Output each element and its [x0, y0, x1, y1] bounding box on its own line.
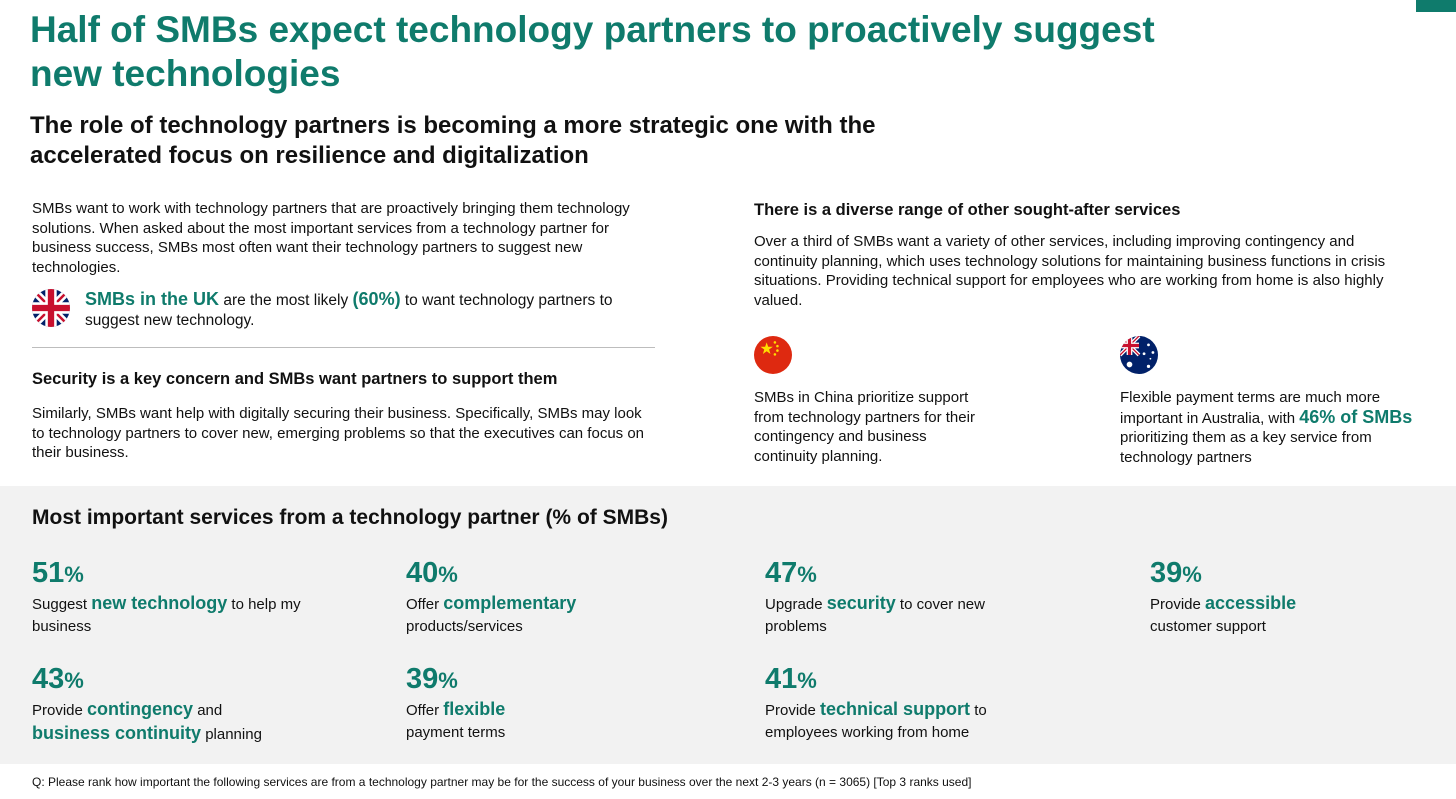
- australia-flag-icon: [1120, 336, 1158, 374]
- australia-callout-text: Flexible payment terms are much more imp…: [1120, 388, 1440, 467]
- stat-label: Provide contingency and business continui…: [32, 699, 262, 743]
- footnote: Q: Please rank how important the followi…: [32, 775, 972, 789]
- right-column: There is a diverse range of other sought…: [754, 199, 1414, 476]
- section-divider: [32, 347, 655, 348]
- left-column: SMBs want to work with technology partne…: [32, 199, 657, 463]
- stat-technical-support: 41% Provide technical support to employe…: [765, 662, 1025, 744]
- stat-label: Offer complementary products/services: [406, 593, 577, 635]
- intro-paragraph: SMBs want to work with technology partne…: [32, 200, 630, 276]
- stats-band: [0, 486, 1456, 764]
- stat-label: Offer flexible payment terms: [406, 699, 506, 741]
- stat-label: Suggest new technology to help my busine…: [32, 593, 301, 635]
- china-callout: SMBs in China prioritize support from te…: [754, 336, 994, 466]
- stat-new-technology: 51% Suggest new technology to help my bu…: [32, 556, 362, 638]
- stat-label: Provide technical support to employees w…: [765, 699, 987, 741]
- stat-accessible: 39% Provide accessible customer support: [1150, 556, 1410, 638]
- uk-flag-icon: [32, 289, 70, 327]
- stat-flexible: 39% Offer flexible payment terms: [406, 662, 666, 744]
- stat-value: 43%: [32, 663, 84, 695]
- services-heading: There is a diverse range of other sought…: [754, 201, 1181, 219]
- country-callouts: SMBs in China prioritize support from te…: [754, 336, 1414, 476]
- uk-callout: SMBs in the UK are the most likely (60%)…: [32, 289, 657, 331]
- corner-accent-tab: [1416, 0, 1456, 12]
- security-heading: Security is a key concern and SMBs want …: [32, 370, 558, 388]
- stat-value: 41%: [765, 663, 817, 695]
- uk-callout-text: SMBs in the UK are the most likely (60%)…: [85, 289, 657, 331]
- uk-callout-tail: to want technology partners to suggest n…: [85, 292, 613, 329]
- uk-callout-lead: SMBs in the UK: [85, 289, 220, 309]
- australia-callout-pre: Flexible payment terms are much more imp…: [1120, 389, 1381, 427]
- services-paragraph: Over a third of SMBs want a variety of o…: [754, 233, 1386, 309]
- security-paragraph: Similarly, SMBs want help with digitally…: [32, 405, 645, 461]
- stat-value: 51%: [32, 557, 84, 589]
- stats-title: Most important services from a technolog…: [32, 506, 668, 529]
- australia-callout-value: 46% of SMBs: [1299, 406, 1413, 427]
- page-subtitle: The role of technology partners is becom…: [30, 112, 876, 169]
- stat-label: Upgrade security to cover new problems: [765, 593, 985, 635]
- stat-security: 47% Upgrade security to cover new proble…: [765, 556, 995, 638]
- uk-callout-mid: are the most likely: [219, 292, 353, 309]
- stat-label: Provide accessible customer support: [1150, 593, 1297, 635]
- stat-complementary: 40% Offer complementary products/service…: [406, 556, 666, 638]
- australia-callout-post: prioritizing them as a key service from …: [1120, 429, 1372, 466]
- stat-value: 40%: [406, 557, 458, 589]
- stat-value: 39%: [406, 663, 458, 695]
- uk-callout-value: (60%): [352, 289, 401, 309]
- china-flag-icon: [754, 336, 792, 374]
- china-callout-text: SMBs in China prioritize support from te…: [754, 389, 975, 465]
- stat-value: 47%: [765, 557, 817, 589]
- australia-callout: Flexible payment terms are much more imp…: [1120, 336, 1440, 467]
- stat-value: 39%: [1150, 557, 1202, 589]
- stat-contingency: 43% Provide contingency and business cont…: [32, 662, 332, 746]
- page-title: Half of SMBs expect technology partners …: [30, 9, 1155, 94]
